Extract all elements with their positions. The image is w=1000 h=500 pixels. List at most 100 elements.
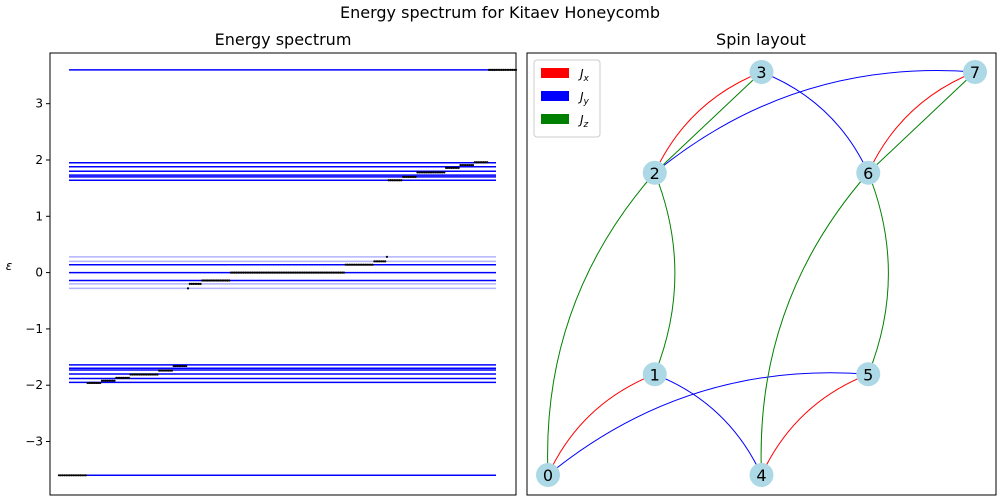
- y-tick-label: −1: [25, 322, 43, 336]
- eigenvalue-point: [455, 166, 458, 169]
- eigenvalue-point: [491, 68, 494, 71]
- edge-jz: [547, 172, 656, 476]
- eigenvalue-point: [240, 271, 243, 274]
- eigenvalue-point: [147, 373, 150, 376]
- eigenvalue-point: [81, 474, 84, 477]
- eigenvalue-point: [274, 271, 277, 274]
- eigenvalue-point: [410, 175, 414, 178]
- eigenvalue-point: [418, 171, 421, 174]
- spin-node: 1: [642, 362, 667, 387]
- eigenvalue-point: [358, 263, 362, 266]
- eigenvalue-point: [350, 263, 353, 266]
- eigenvalue-point: [414, 175, 417, 178]
- eigenvalue-point: [335, 271, 338, 274]
- eigenvalue-point: [371, 263, 374, 266]
- eigenvalue-point: [346, 263, 349, 266]
- eigenvalue-point: [255, 271, 258, 274]
- eigenvalue-point: [459, 163, 462, 167]
- eigenvalue-point: [95, 381, 98, 385]
- eigenvalue-point: [351, 263, 354, 266]
- eigenvalue-point: [452, 166, 455, 169]
- eigenvalue-point: [224, 279, 227, 282]
- eigenvalue-point: [382, 260, 385, 263]
- eigenvalue-point: [262, 271, 265, 274]
- eigenvalue-point: [281, 271, 285, 274]
- legend-swatch: [541, 68, 569, 78]
- eigenvalue-point: [319, 271, 322, 274]
- spin-layout-panel: Spin layout 0 1 2 3 4 5 6 7 Jx Jy Jz: [526, 30, 997, 496]
- eigenvalue-point: [177, 364, 181, 368]
- eigenvalue-point: [321, 271, 324, 274]
- eigenvalue-point: [362, 263, 365, 266]
- eigenvalue-point: [226, 279, 229, 282]
- eigenvalue-point: [342, 271, 346, 274]
- eigenvalue-point: [104, 379, 107, 382]
- eigenvalue-point: [292, 271, 295, 274]
- eigenvalue-point: [131, 373, 134, 376]
- legend-swatch: [541, 114, 569, 124]
- eigenvalue-point: [91, 381, 95, 385]
- eigenvalue-point: [249, 271, 252, 274]
- eigenvalue-point: [473, 161, 476, 164]
- eigenvalue-point: [195, 282, 199, 285]
- eigenvalue-point: [120, 376, 123, 379]
- eigenvalue-point: [439, 171, 442, 174]
- eigenvalue-point: [428, 171, 432, 174]
- eigenvalue-point: [427, 171, 430, 174]
- legend-label: Jz: [578, 113, 589, 130]
- eigenvalue-point: [384, 260, 387, 263]
- layout-axes-frame: [526, 52, 997, 496]
- eigenvalue-point: [504, 68, 507, 71]
- spin-node: 3: [749, 60, 774, 84]
- eigenvalue-point: [324, 271, 328, 274]
- eigenvalue-point: [283, 271, 286, 274]
- eigenvalue-point: [394, 179, 398, 182]
- eigenvalue-point: [244, 271, 247, 274]
- eigenvalue-point: [393, 179, 396, 182]
- spin-nodes: 0 1 2 3 4 5 6 7: [536, 60, 987, 487]
- eigenvalue-point: [210, 279, 213, 282]
- y-axis-ticks: −3 −2 −1 0 1 2 3: [25, 97, 50, 449]
- eigenvalue-point: [111, 379, 114, 382]
- eigenvalue-point: [280, 271, 283, 274]
- eigenvalue-point: [470, 163, 473, 167]
- eigenvalue-point: [217, 279, 220, 282]
- eigenvalue-point: [61, 474, 64, 477]
- eigenvalue-point: [332, 271, 335, 274]
- eigenvalue-point: [477, 161, 480, 164]
- eigenvalue-point: [197, 282, 200, 285]
- eigenvalue-point: [486, 161, 489, 164]
- eigenvalue-point: [260, 271, 263, 274]
- eigenvalue-point: [396, 179, 399, 182]
- eigenvalue-point: [208, 279, 211, 282]
- eigenvalue-point: [256, 271, 260, 274]
- energy-spectrum-title: Energy spectrum: [215, 30, 352, 49]
- eigenvalue-point: [68, 474, 71, 477]
- eigenvalue-point: [443, 171, 446, 174]
- spin-node: 7: [963, 60, 987, 84]
- eigenvalue-point: [253, 271, 256, 274]
- eigenvalue-point: [326, 271, 329, 274]
- eigenvalue-point: [412, 175, 415, 178]
- eigenvalue-point: [409, 175, 412, 178]
- spin-node-circle: [536, 463, 560, 487]
- eigenvalue-point: [296, 271, 299, 274]
- eigenvalue-point: [287, 271, 290, 274]
- eigenvalue-point: [82, 474, 86, 477]
- eigenvalue-point: [188, 282, 191, 285]
- edge-jx: [867, 71, 976, 173]
- eigenvalue-point: [323, 271, 326, 274]
- eigenvalue-point: [167, 369, 170, 372]
- eigenvalue-point: [375, 260, 378, 263]
- eigenvalue-point: [86, 381, 89, 385]
- eigenvalue-point: [118, 376, 121, 379]
- eigenvalue-point: [142, 373, 145, 376]
- eigenvalue-point: [97, 381, 100, 385]
- edge-jy: [654, 70, 976, 174]
- eigenvalue-point: [125, 376, 129, 379]
- eigenvalue-point: [117, 376, 120, 379]
- eigenvalue-point: [235, 271, 238, 274]
- spin-node-circle: [963, 60, 987, 84]
- eigenvalue-point: [151, 373, 154, 376]
- eigenvalue-point: [355, 263, 358, 266]
